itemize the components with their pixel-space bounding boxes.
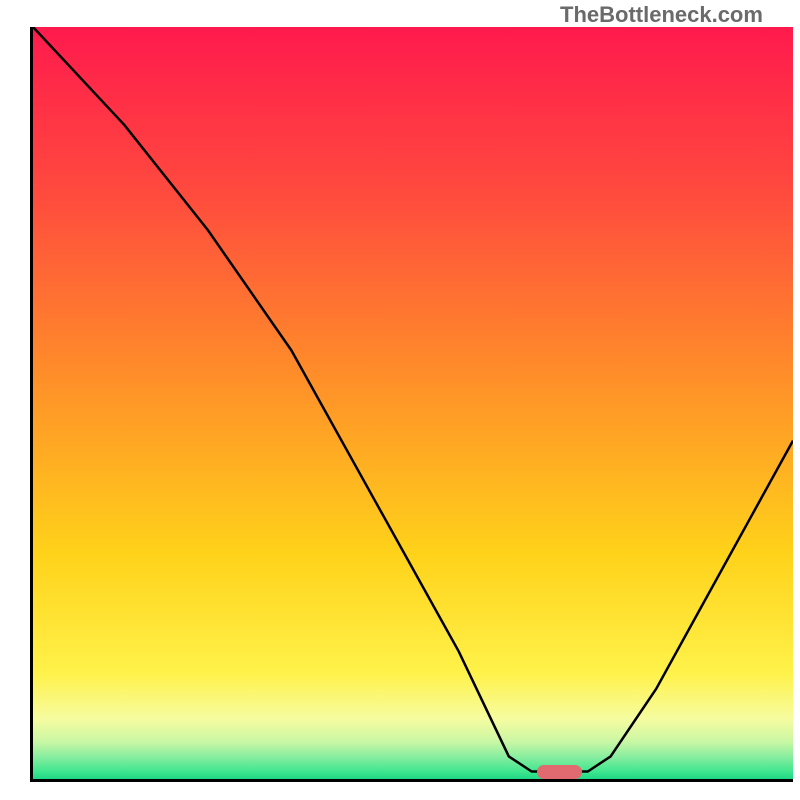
chart-container: TheBottleneck.com [0,0,800,800]
watermark-label: TheBottleneck.com [560,2,763,28]
y-axis-line [30,27,33,782]
gradient-background [33,27,793,779]
x-axis-line [30,779,793,782]
sweet-spot-marker [537,765,582,779]
